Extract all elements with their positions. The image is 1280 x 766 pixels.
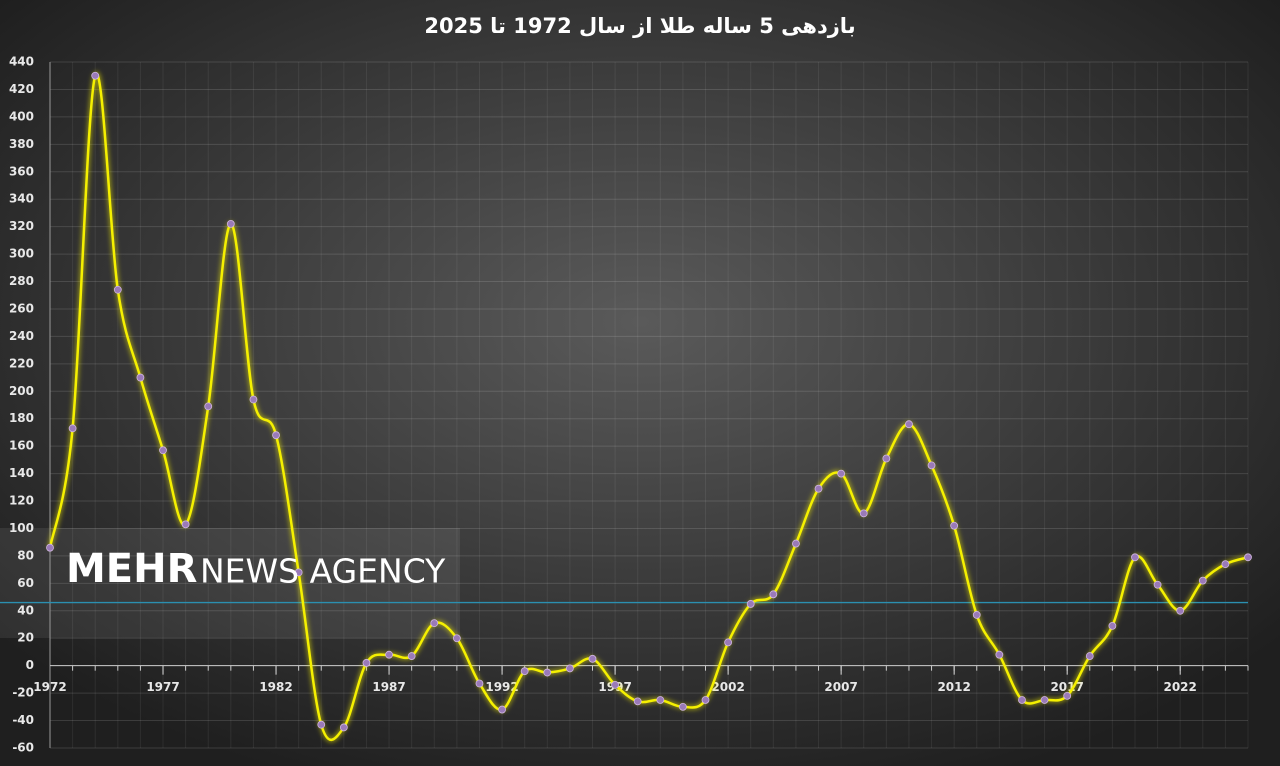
point	[769, 590, 778, 599]
y-tick-label: 320	[9, 219, 34, 233]
y-tick-label: 120	[9, 494, 34, 508]
y-tick-label: -60	[12, 741, 34, 755]
y-tick-label: 420	[9, 82, 34, 96]
point	[814, 484, 823, 493]
watermark-light: NEWS AGENCY	[200, 552, 446, 591]
y-tick-label: 140	[9, 466, 34, 480]
point	[430, 619, 439, 628]
point	[317, 720, 326, 729]
y-tick-label: 300	[9, 247, 34, 261]
point	[136, 373, 145, 382]
point	[249, 395, 258, 404]
y-tick-label: 400	[9, 109, 34, 123]
point	[475, 679, 484, 688]
point	[1244, 553, 1252, 562]
y-tick-label: -40	[12, 713, 34, 727]
point	[498, 705, 506, 714]
point	[1221, 560, 1230, 569]
point	[995, 650, 1004, 659]
watermark-bold: MEHR	[66, 546, 197, 592]
y-tick-label: 0	[26, 658, 34, 672]
point	[1176, 606, 1185, 615]
point	[91, 71, 100, 80]
point	[1198, 576, 1207, 585]
point	[679, 702, 687, 711]
x-tick-label: 1977	[146, 680, 179, 694]
point	[611, 680, 619, 689]
y-tick-label: 220	[9, 356, 34, 370]
point	[1018, 696, 1026, 704]
y-tick-label: -20	[12, 686, 34, 700]
y-tick-label: 260	[9, 301, 34, 315]
x-tick-label: 1982	[259, 680, 292, 694]
x-tick-label: 2012	[937, 680, 970, 694]
chart-title: بازدهی 5 ساله طلا از سال 1972 تا 2025	[424, 14, 855, 38]
point	[927, 461, 936, 470]
y-tick-label: 240	[9, 329, 34, 343]
y-tick-label: 160	[9, 439, 34, 453]
x-tick-label: 1987	[372, 680, 405, 694]
point	[859, 509, 868, 518]
point	[701, 696, 710, 704]
point	[362, 659, 371, 667]
point	[204, 402, 213, 411]
y-tick-label: 80	[17, 548, 34, 562]
point	[565, 664, 574, 673]
point	[68, 424, 77, 433]
y-tick-label: 380	[9, 137, 34, 151]
point	[1108, 621, 1117, 630]
point	[543, 668, 552, 677]
x-tick-label: 2002	[711, 680, 744, 694]
point	[181, 520, 190, 529]
point	[950, 521, 959, 530]
point	[520, 667, 529, 676]
point	[588, 654, 597, 663]
point	[1063, 691, 1072, 700]
point	[837, 469, 846, 478]
x-tick-label: 1992	[485, 680, 518, 694]
point	[339, 723, 348, 732]
point	[385, 650, 393, 659]
y-tick-label: 200	[9, 384, 34, 398]
point	[724, 638, 733, 647]
point	[1040, 696, 1049, 704]
y-tick-label: 360	[9, 164, 34, 178]
point	[1131, 553, 1139, 562]
point	[226, 219, 235, 228]
x-tick-label: 2022	[1163, 680, 1196, 694]
point	[1085, 652, 1094, 660]
point	[972, 611, 981, 619]
point	[905, 420, 913, 429]
y-tick-label: 20	[17, 631, 34, 645]
point	[656, 696, 665, 704]
x-tick-label: 2007	[824, 680, 857, 694]
watermark-band	[0, 528, 460, 638]
point	[792, 539, 800, 548]
point	[113, 285, 122, 294]
point	[1153, 580, 1162, 589]
point	[159, 446, 167, 455]
point	[407, 652, 416, 660]
y-tick-label: 40	[17, 603, 34, 617]
y-tick-label: 100	[9, 521, 34, 535]
point	[452, 634, 461, 643]
y-tick-label: 180	[9, 411, 34, 425]
point	[746, 600, 755, 608]
point	[294, 568, 303, 577]
point	[882, 454, 891, 463]
point	[633, 697, 642, 706]
y-tick-label: 440	[9, 55, 34, 69]
y-tick-label: 280	[9, 274, 34, 288]
point	[46, 543, 54, 552]
y-tick-label: 60	[17, 576, 34, 590]
y-tick-label: 340	[9, 192, 34, 206]
point	[272, 431, 280, 440]
